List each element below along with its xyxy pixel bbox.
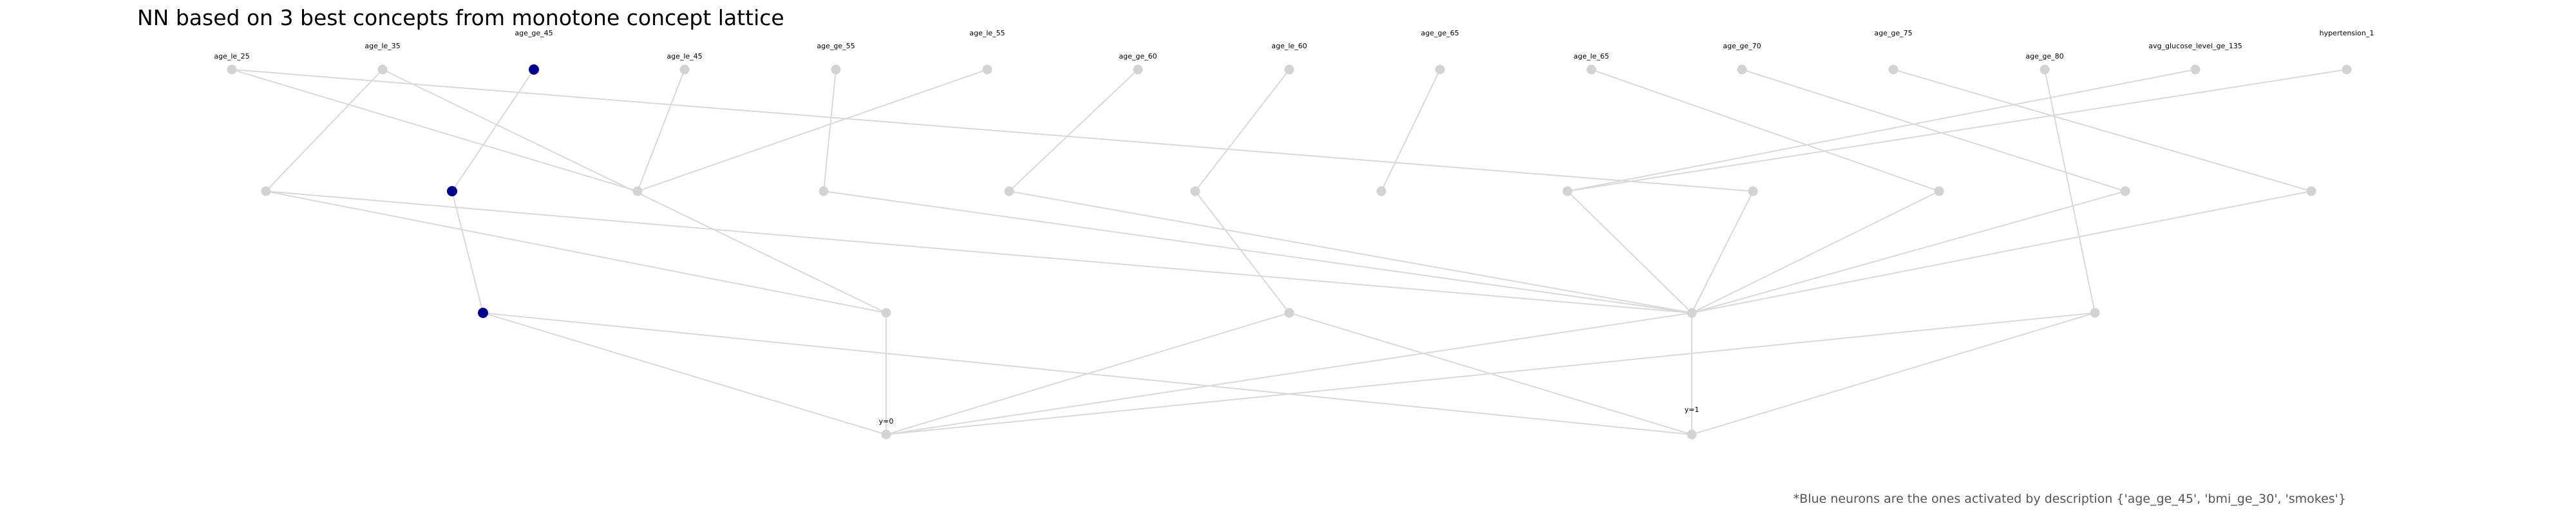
neuron-label-i0: age_le_25 [214,52,249,61]
edge-h1_10-h2_3 [1691,191,2126,314]
neuron-i11 [1888,64,1899,75]
neuron-h1_10 [2120,186,2130,196]
edge-h1_7-h2_3 [1567,191,1692,314]
edge-h2_3-o0 [886,312,1692,435]
neuron-h1_0 [261,186,271,196]
edge-h2_0-o0 [482,312,887,435]
edge-i11-h1_11 [1893,69,2312,192]
diagram-title: NN based on 3 best concepts from monoton… [137,5,784,30]
neuron-o1 [1687,429,1697,440]
edge-i1-h1_0 [265,69,383,192]
neuron-label-i13: avg_glucose_level_ge_135 [2148,42,2242,50]
neuron-i9 [1586,64,1596,75]
neuron-label-i5: age_le_55 [969,29,1005,37]
edge-i0-h1_2 [231,69,638,192]
neuron-i0 [227,64,237,75]
neuron-i14 [2342,64,2352,75]
edge-i12-h2_4 [2044,69,2096,314]
edge-h2_2-o0 [886,312,1290,435]
edge-h1_5-h2_2 [1195,191,1290,314]
neuron-o0 [881,429,891,440]
neuron-i3 [679,64,690,75]
neuron-h1_7 [1562,186,1573,196]
neuron-label-i8: age_ge_65 [1421,29,1459,37]
edge-i7-h1_5 [1195,69,1290,192]
neuron-i7 [1284,64,1294,75]
neuron-h1_8 [1748,186,1758,196]
neuron-h2_3 [1687,308,1697,318]
neuron-h1_5 [1190,186,1200,196]
neuron-label-i2: age_ge_45 [515,29,553,37]
neuron-h2_2 [1284,308,1294,318]
neuron-h2_4 [2090,308,2100,318]
edge-h1_4-h2_3 [1009,191,1692,314]
neuron-label-i10: age_ge_70 [1723,42,1761,50]
neuron-h1_3 [819,186,829,196]
active-neuron-h1_1 [447,186,457,196]
edge-h1_1-h2_0 [451,191,484,314]
neuron-label-i6: age_ge_60 [1119,52,1157,61]
neuron-label-i4: age_ge_55 [817,42,855,50]
neuron-i1 [377,64,388,75]
active-neuron-h2_0 [478,308,488,318]
edge-h1_0-h2_1 [265,191,887,314]
edge-i5-h1_2 [637,69,988,192]
neuron-i13 [2190,64,2201,75]
footnote: *Blue neurons are the ones activated by … [1793,492,2346,506]
neuron-i5 [982,64,992,75]
edge-i9-h1_9 [1591,69,1940,192]
neuron-h1_2 [632,186,643,196]
edge-i13-h1_7 [1567,69,2196,192]
edge-h2_4-o0 [886,312,2096,435]
edge-i10-h1_10 [1741,69,2126,192]
edge-i4-h1_3 [823,69,837,192]
active-neuron-i2 [529,64,539,75]
edge-h2_4-o1 [1691,312,2096,435]
neuron-i8 [1435,64,1445,75]
neuron-label-i1: age_le_35 [365,42,400,50]
edge-i3-h1_2 [637,69,685,192]
edge-i8-h1_6 [1381,69,1441,192]
edge-i14-h1_7 [1567,69,2347,192]
edge-h1_9-h2_3 [1691,191,1940,314]
neuron-i10 [1737,64,1747,75]
neuron-label-i9: age_le_65 [1573,52,1609,61]
edge-h1_3-h2_3 [823,191,1692,314]
neuron-h1_4 [1004,186,1014,196]
neuron-label-o1: y=1 [1685,406,1700,414]
neuron-label-i7: age_le_60 [1271,42,1307,50]
neuron-h1_11 [2306,186,2316,196]
edge-h1_11-h2_3 [1691,191,2312,314]
edge-h1_8-h2_3 [1691,191,1754,314]
edge-i2-h1_1 [451,69,535,192]
edge-i0-h1_8 [231,69,1754,192]
neuron-label-i3: age_le_45 [667,52,702,61]
neuron-label-o0: y=0 [879,417,894,426]
neuron-h1_6 [1376,186,1387,196]
neuron-i4 [831,64,841,75]
edge-h1_0-h2_3 [265,191,1692,314]
neuron-h1_9 [1934,186,1944,196]
neuron-i12 [2040,64,2050,75]
neuron-label-i14: hypertension_1 [2320,29,2374,37]
neuron-h2_1 [881,308,891,318]
edge-i6-h1_4 [1009,69,1139,192]
neuron-label-i11: age_ge_75 [1874,29,1912,37]
neuron-label-i12: age_ge_80 [2025,52,2063,61]
neuron-i6 [1133,64,1143,75]
